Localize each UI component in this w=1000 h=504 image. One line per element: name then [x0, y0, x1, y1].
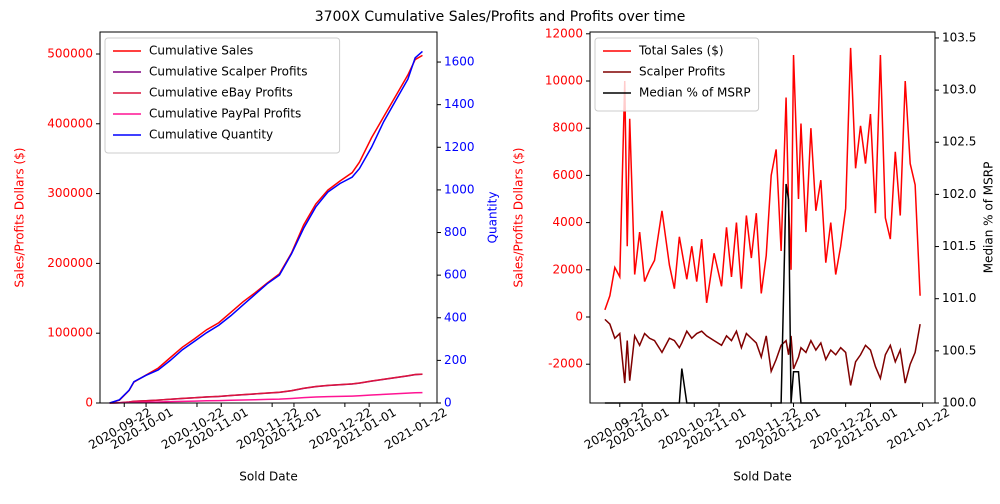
y-tick-label: 400000: [47, 116, 93, 130]
y-axis-label: Sales/Profits Dollars ($): [512, 148, 526, 288]
legend-box: [104, 37, 341, 154]
y-tick-label: 300000: [47, 186, 93, 200]
y-tick-label: 10000: [545, 73, 583, 87]
y-tick-label: 2000: [552, 262, 583, 276]
series-line: [109, 50, 423, 404]
figure-title: 3700X Cumulative Sales/Profits and Profi…: [315, 9, 686, 25]
y2-tick-label: 200: [444, 353, 467, 367]
y-tick-label: -2000: [548, 357, 583, 371]
y2-tick-label: 101.0: [942, 291, 976, 305]
legend-label: Cumulative Quantity: [149, 128, 273, 142]
y2-tick-label: 1400: [444, 97, 475, 111]
series-line: [604, 47, 921, 311]
x-axis-label: Sold Date: [239, 470, 297, 484]
y-tick-label: 6000: [552, 168, 583, 182]
plot-frame: [589, 31, 936, 404]
y-tick-label: 4000: [552, 215, 583, 229]
legend-label: Cumulative Sales: [149, 44, 253, 58]
legend-label: Cumulative Scalper Profits: [149, 65, 308, 79]
y2-tick-label: 103.5: [942, 30, 976, 44]
y2-axis-label: Quantity: [486, 192, 500, 244]
y2-tick-label: 1000: [444, 182, 475, 196]
y2-tick-label: 102.0: [942, 187, 976, 201]
x-axis-label: Sold Date: [733, 470, 791, 484]
plot-frame: [99, 31, 438, 404]
legend-label: Cumulative PayPal Profits: [149, 107, 301, 121]
y2-axis-label: Median % of MSRP: [982, 162, 996, 274]
y-axis-label: Sales/Profits Dollars ($): [13, 148, 27, 288]
y-tick-label: 12000: [545, 26, 583, 40]
legend-label: Median % of MSRP: [639, 86, 751, 100]
y-tick-label: 500000: [47, 46, 93, 60]
y2-tick-label: 102.5: [942, 135, 976, 149]
y-tick-label: 0: [85, 396, 93, 410]
y2-tick-label: 101.5: [942, 239, 976, 253]
y2-tick-label: 1200: [444, 140, 475, 154]
y-tick-label: 8000: [552, 121, 583, 135]
series-line: [109, 391, 423, 404]
legend-label: Cumulative eBay Profits: [149, 86, 293, 100]
y2-tick-label: 103.0: [942, 83, 976, 97]
y-tick-label: 200000: [47, 256, 93, 270]
series-line: [604, 318, 921, 386]
y2-tick-label: 100.5: [942, 343, 976, 357]
y2-tick-label: 100.0: [942, 396, 976, 410]
y2-tick-label: 400: [444, 310, 467, 324]
series-line: [109, 373, 423, 404]
legend-label: Total Sales ($): [638, 44, 724, 58]
y-tick-label: 0: [575, 309, 583, 323]
legend-label: Scalper Profits: [639, 65, 725, 79]
y2-tick-label: 1600: [444, 55, 475, 69]
y2-tick-label: 0: [444, 396, 452, 410]
y-tick-label: 100000: [47, 326, 93, 340]
y2-tick-label: 800: [444, 225, 467, 239]
legend-box: [594, 37, 760, 112]
y2-tick-label: 600: [444, 268, 467, 282]
